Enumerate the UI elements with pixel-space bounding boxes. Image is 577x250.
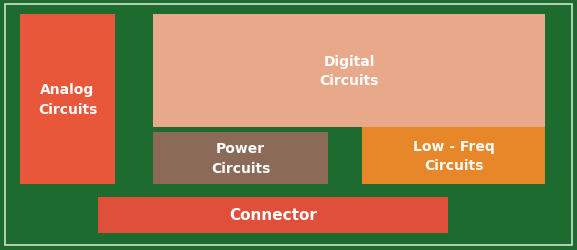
Text: Low - Freq
Circuits: Low - Freq Circuits [413, 139, 494, 172]
Text: Analog
Circuits: Analog Circuits [38, 83, 97, 116]
Bar [153, 15, 545, 128]
Text: Power
Circuits: Power Circuits [211, 142, 270, 175]
Text: Digital
Circuits: Digital Circuits [319, 54, 379, 88]
Text: Connector: Connector [229, 208, 317, 222]
Bar [362, 128, 545, 184]
Bar [153, 132, 328, 184]
Bar [98, 197, 448, 233]
Bar [20, 15, 115, 184]
